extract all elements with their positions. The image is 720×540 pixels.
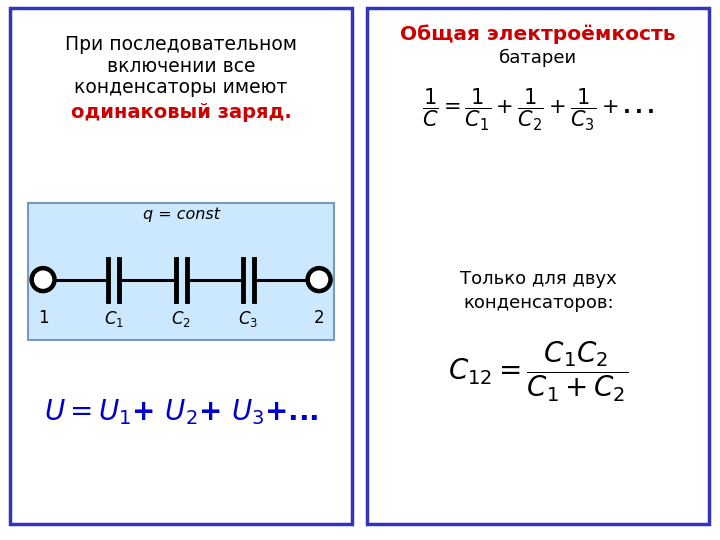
Text: $C_2$: $C_2$: [171, 309, 191, 329]
Bar: [28, 202, 334, 340]
Text: $C_1$: $C_1$: [104, 309, 124, 329]
Text: конденсаторы имеют: конденсаторы имеют: [74, 78, 288, 97]
Circle shape: [30, 267, 56, 293]
Text: $C_3$: $C_3$: [238, 309, 258, 329]
Text: конденсаторов:: конденсаторов:: [463, 294, 613, 312]
Text: Только для двух: Только для двух: [460, 270, 616, 288]
Circle shape: [35, 271, 52, 288]
Text: одинаковый заряд.: одинаковый заряд.: [71, 103, 292, 122]
Text: Общая электроёмкость: Общая электроёмкость: [400, 24, 676, 44]
Circle shape: [310, 271, 328, 288]
Text: $U = U_1$+ $U_2$+ $U_3$+...: $U = U_1$+ $U_2$+ $U_3$+...: [44, 397, 318, 427]
Bar: [367, 8, 709, 524]
Circle shape: [306, 267, 332, 293]
Text: q = const: q = const: [143, 207, 220, 222]
Text: При последовательном: При последовательном: [65, 35, 297, 54]
Text: батареи: батареи: [499, 49, 577, 67]
Bar: [10, 8, 352, 524]
Text: 2: 2: [314, 309, 325, 327]
Text: включении все: включении все: [107, 57, 256, 76]
Text: 1: 1: [37, 309, 48, 327]
Text: $C_{12} = \dfrac{C_1 C_2}{C_1 + C_2}$: $C_{12} = \dfrac{C_1 C_2}{C_1 + C_2}$: [448, 340, 629, 404]
Text: $\dfrac{1}{C} = \dfrac{1}{C_1} + \dfrac{1}{C_2} + \dfrac{1}{C_3} + \mathbf{...}$: $\dfrac{1}{C} = \dfrac{1}{C_1} + \dfrac{…: [422, 86, 654, 132]
